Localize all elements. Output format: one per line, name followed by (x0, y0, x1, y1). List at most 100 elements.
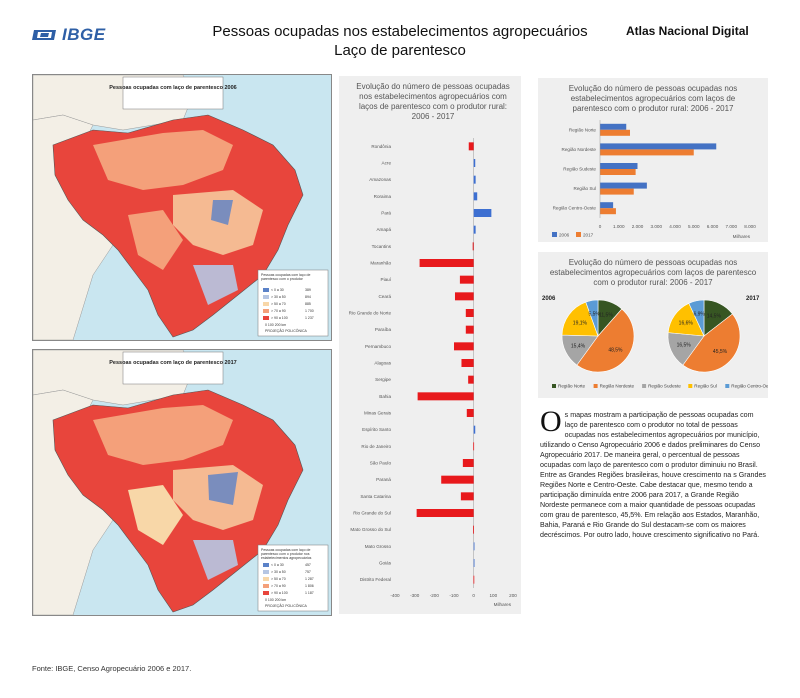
map-2006-legend-count: 1 700 (305, 309, 314, 313)
state-category-label: Santa Catarina (360, 494, 391, 499)
region-x-tick: 7.000 (726, 224, 738, 229)
pie-legend-swatch (642, 384, 647, 388)
state-bar (473, 175, 476, 184)
ibge-logo-text: IBGE (62, 25, 106, 44)
state-category-label: Amazonas (369, 177, 391, 182)
pie-legend-label: Região Sudeste (648, 384, 681, 389)
state-bar (417, 392, 474, 401)
map-2017-legend-count: 1 287 (305, 577, 314, 581)
pie-slice-label: 5,5% (588, 312, 600, 318)
region-bar-2017 (600, 129, 630, 136)
map-2017-legend-title: Pessoas ocupadas com laço de parentesco … (261, 548, 312, 560)
region-bar-2017 (600, 188, 634, 195)
region-category-label: Região Sul (574, 186, 596, 191)
state-category-label: Rio Grande do Sul (353, 511, 391, 516)
region-bar-2017 (600, 208, 616, 215)
region-bar-chart: Evolução do número de pessoas ocupadas n… (538, 78, 768, 242)
pie-charts: Evolução do número de pessoas ocupadas n… (538, 252, 768, 398)
page-title-line2: Laço de parentesco (334, 42, 466, 59)
ibge-logo: IBGE (32, 24, 132, 46)
map-2006-legend-class: < 0 a 30 (271, 288, 284, 292)
state-x-tick: -300 (410, 593, 420, 598)
state-category-label: Rondônia (371, 144, 391, 149)
state-chart-svg: Rondônia Acre Amazonas Roraima Pará Amapá Toca… (349, 138, 517, 607)
pie-slice (561, 301, 599, 337)
pie-slice-label: 15,4% (571, 343, 586, 349)
pie-slice-label: 16,6% (679, 321, 694, 327)
map-2006-graphic: Pessoas ocupadas com laço de parentesco … (33, 75, 331, 340)
pie-year-label: 2017 (746, 296, 760, 302)
map-2006-legend-count: 1 237 (305, 316, 314, 320)
map-2017-legend-count: 1 187 (305, 591, 314, 595)
state-category-label: Sergipe (375, 377, 391, 382)
state-bar (468, 375, 474, 384)
map-2017-legend-class: > 30 a 50 (271, 570, 286, 574)
state-bar (465, 309, 474, 317)
pie-chart-title: Evolução do número de pessoas ocupadas n… (549, 258, 757, 287)
region-bar-2006 (600, 123, 627, 130)
pie-legend-label: Região Sul (694, 384, 716, 389)
state-bar (462, 459, 474, 467)
map-2006-legend-count: 894 (305, 295, 311, 299)
map-2017-title: Pessoas ocupadas com laço de parentesco … (109, 360, 236, 366)
state-category-label: Alagoas (374, 361, 391, 366)
state-bar (473, 542, 475, 551)
map-2017-graphic: Pessoas ocupadas com laço de parentesco … (33, 350, 331, 615)
state-category-label: Rio Grande do Norte (349, 311, 392, 316)
region-x-tick: 8.000 (744, 224, 756, 229)
region-x-tick: 5.000 (688, 224, 700, 229)
state-bar (461, 359, 474, 367)
source-note: Fonte: IBGE, Censo Agropecuário 2006 e 2… (32, 664, 192, 673)
state-bar (454, 342, 474, 351)
state-bar (473, 209, 492, 217)
map-2006-legend-counts: 389 894 885 1 700 1 237 (305, 287, 314, 322)
pie-legend-label: Região Centro-Oeste (731, 384, 768, 389)
state-bar (419, 259, 474, 267)
pie-slice-label: 19,1% (573, 320, 588, 326)
state-bar (460, 492, 474, 501)
state-bar-chart: Evolução do número de pessoas ocupadas n… (339, 76, 521, 614)
region-category-label: Região Nordeste (562, 147, 597, 152)
state-bar (472, 242, 474, 251)
state-category-label: Roraima (374, 194, 392, 199)
state-bar (473, 575, 475, 584)
state-category-label: São Paulo (370, 461, 392, 466)
pie-chart-svg: 11,5% 48,5% 15,4% 19,1%5,5% 2006 14,5% 45,5% 16… (542, 296, 768, 389)
state-bar (441, 475, 474, 484)
map-2017-legend-class: > 90 a 100 (271, 591, 288, 595)
region-category-label: Região Norte (569, 127, 597, 132)
pie-legend-label: Região Norte (558, 384, 586, 389)
state-x-tick: -400 (390, 593, 400, 598)
state-category-label: Pernambuco (365, 344, 391, 349)
region-x-tick: 2.000 (632, 224, 644, 229)
state-category-label: Piauí (381, 277, 392, 282)
map-2006-scale: 0 100 200 km (265, 323, 287, 327)
region-chart-title: Evolução do número de pessoas ocupadas n… (568, 84, 738, 113)
region-bar-2006 (600, 182, 647, 189)
pie-legend-label: Região Nordeste (600, 384, 635, 389)
state-bar (416, 509, 474, 517)
region-category-label: Região Centro-Oeste (553, 206, 597, 211)
map-2006-legend-count: 885 (305, 302, 311, 306)
state-bar (465, 325, 474, 334)
region-bar-2017 (600, 149, 694, 156)
region-legend-swatch (576, 232, 581, 237)
map-2006-legend-class: > 50 a 70 (271, 302, 286, 306)
map-2017-scale: 0 100 200 km (265, 598, 287, 602)
region-category-label: Região Sudeste (563, 167, 596, 172)
map-2017-legend-class: < 0 a 30 (271, 563, 284, 567)
map-2017-legend-class: > 70 a 90 (271, 584, 286, 588)
region-chart-svg: Região Norte Região Nordeste Região Sudest… (552, 120, 756, 239)
map-2017-legend-classes: < 0 a 30 > 30 a 50 > 50 a 70 > 70 a 90 >… (271, 562, 288, 597)
state-bar (473, 525, 474, 534)
state-category-label: Bahia (379, 394, 391, 399)
map-2006-legend-count: 389 (305, 288, 311, 292)
state-x-tick: 0 (472, 593, 475, 598)
region-x-tick: 3.000 (651, 224, 663, 229)
state-category-label: Acre (382, 161, 392, 166)
pie-legend-swatch (725, 384, 730, 388)
map-2006-legend-classes: < 0 a 30 > 30 a 50 > 50 a 70 > 70 a 90 >… (271, 287, 288, 322)
state-category-label: Amapá (376, 227, 391, 232)
state-bar (459, 275, 474, 284)
